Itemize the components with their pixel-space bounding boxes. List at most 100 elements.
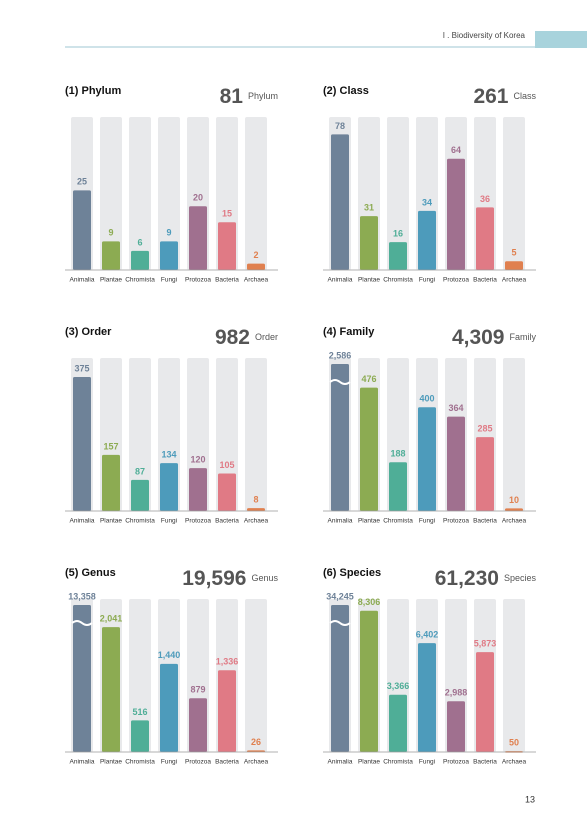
value-label: 375 [74, 363, 89, 373]
chart-title: (5) Genus [65, 567, 116, 579]
bar [389, 242, 407, 270]
column-background [503, 117, 525, 270]
bar [360, 610, 378, 752]
value-label: 25 [77, 177, 87, 187]
chart-title: (1) Phylum [65, 85, 121, 97]
total-unit: Class [513, 91, 536, 101]
value-label: 105 [219, 460, 234, 470]
column-background [129, 358, 151, 511]
value-label: 285 [477, 423, 492, 433]
total-number: 4,309 [452, 326, 505, 349]
value-label: 34 [422, 197, 432, 207]
bar [218, 473, 236, 511]
value-label: 8,306 [358, 597, 381, 607]
column-background [100, 117, 122, 270]
category-label: Chromista [125, 518, 155, 525]
category-label: Plantae [358, 277, 380, 284]
bar [102, 454, 120, 511]
category-label: Plantae [100, 518, 122, 525]
value-label: 476 [361, 374, 376, 384]
bar [73, 376, 91, 511]
bar [447, 701, 465, 752]
bar [418, 407, 436, 511]
category-label: Bacteria [473, 759, 497, 766]
bar [247, 263, 265, 270]
value-label: 364 [448, 403, 463, 413]
column-background [245, 117, 267, 270]
category-label: Archaea [244, 518, 269, 525]
category-label: Archaea [244, 759, 269, 766]
category-label: Plantae [358, 759, 380, 766]
axis-break [71, 620, 93, 626]
bar [160, 663, 178, 752]
chart-total: 81 Phylum [220, 85, 278, 108]
bar [131, 720, 149, 752]
value-label: 1,440 [158, 650, 181, 660]
header-tab [535, 31, 587, 48]
bar [189, 698, 207, 752]
bar [189, 206, 207, 270]
axis-break [329, 620, 351, 626]
value-label: 1,336 [216, 657, 239, 667]
value-label: 2,586 [329, 350, 352, 360]
category-label: Plantae [100, 759, 122, 766]
bar [131, 250, 149, 270]
category-label: Chromista [383, 277, 413, 284]
bar [360, 216, 378, 270]
bar [331, 134, 349, 270]
value-label: 120 [190, 454, 205, 464]
chart-total: 61,230 Species [435, 567, 537, 590]
category-label: Fungi [419, 518, 435, 525]
bar [218, 222, 236, 270]
value-label: 2,041 [100, 613, 123, 623]
category-label: Archaea [502, 518, 527, 525]
column-background [503, 599, 525, 752]
bar [73, 605, 91, 752]
value-label: 134 [161, 449, 176, 459]
column-background [245, 599, 267, 752]
category-label: Bacteria [473, 277, 497, 284]
value-label: 16 [393, 229, 403, 239]
chart-total: 4,309 Family [452, 326, 537, 349]
category-label: Archaea [502, 759, 527, 766]
column-background [158, 117, 180, 270]
total-number: 81 [220, 85, 244, 108]
total-unit: Species [504, 573, 537, 583]
bar [476, 437, 494, 511]
bar [218, 670, 236, 752]
category-label: Plantae [100, 277, 122, 284]
category-label: Protozoa [185, 277, 211, 284]
total-unit: Order [255, 332, 278, 342]
column-background [245, 358, 267, 511]
bar [247, 508, 265, 511]
total-unit: Family [510, 332, 537, 342]
category-label: Protozoa [443, 277, 469, 284]
category-label: Bacteria [215, 759, 239, 766]
total-number: 982 [215, 326, 250, 349]
category-label: Bacteria [215, 518, 239, 525]
bar [447, 416, 465, 511]
category-label: Fungi [161, 277, 177, 284]
value-label: 188 [390, 449, 405, 459]
category-label: Fungi [419, 759, 435, 766]
value-label: 78 [335, 121, 345, 131]
value-label: 9 [108, 228, 113, 238]
bar [505, 508, 523, 511]
header: I . Biodiversity of Korea [443, 31, 526, 40]
value-label: 20 [193, 193, 203, 203]
value-label: 879 [190, 685, 205, 695]
category-label: Bacteria [215, 277, 239, 284]
category-label: Animalia [328, 518, 353, 525]
category-label: Protozoa [185, 759, 211, 766]
category-label: Plantae [358, 518, 380, 525]
bar [73, 190, 91, 270]
total-unit: Phylum [248, 91, 278, 101]
value-label: 6 [137, 237, 142, 247]
category-label: Protozoa [443, 759, 469, 766]
bar [331, 364, 349, 511]
category-label: Animalia [70, 759, 95, 766]
value-label: 34,245 [326, 591, 354, 601]
category-label: Archaea [502, 277, 527, 284]
